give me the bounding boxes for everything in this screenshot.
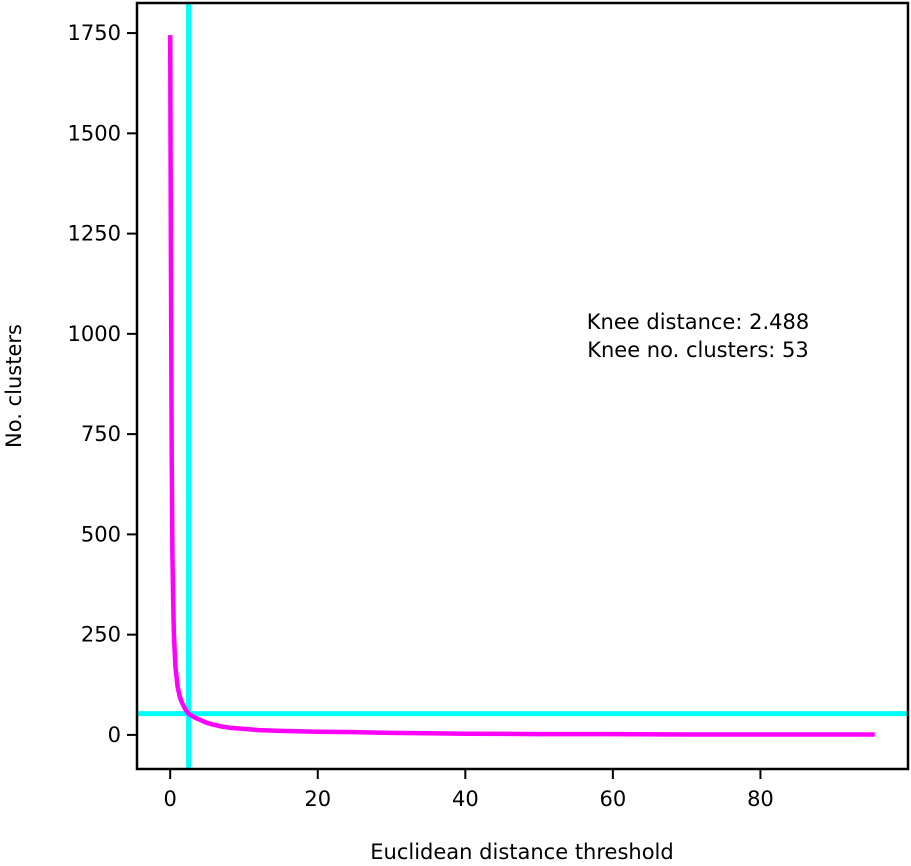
x-tick-label: 80 bbox=[747, 787, 774, 811]
x-tick-label: 20 bbox=[304, 787, 331, 811]
annotation-knee-clusters: Knee no. clusters: 53 bbox=[587, 338, 809, 362]
y-tick-label: 1250 bbox=[68, 222, 121, 246]
y-tick-label: 0 bbox=[108, 723, 121, 747]
series-line bbox=[167, 35, 875, 737]
plot-frame bbox=[135, 1, 910, 771]
x-tick-label: 40 bbox=[452, 787, 479, 811]
x-axis-label: Euclidean distance threshold bbox=[370, 840, 673, 864]
y-axis-label: No. clusters bbox=[2, 324, 26, 448]
y-axis-ticks: 0 250 500 750 1000 1250 1500 1750 bbox=[68, 21, 137, 747]
x-axis-ticks: 0 20 40 60 80 bbox=[164, 769, 774, 811]
annotation-knee-distance: Knee distance: 2.488 bbox=[587, 310, 809, 334]
y-tick-label: 1500 bbox=[68, 121, 121, 145]
x-tick-label: 60 bbox=[600, 787, 627, 811]
y-tick-label: 750 bbox=[81, 422, 121, 446]
y-tick-label: 1000 bbox=[68, 322, 121, 346]
x-tick-label: 0 bbox=[164, 787, 177, 811]
y-tick-label: 500 bbox=[81, 522, 121, 546]
y-tick-label: 1750 bbox=[68, 21, 121, 45]
y-tick-label: 250 bbox=[81, 623, 121, 647]
